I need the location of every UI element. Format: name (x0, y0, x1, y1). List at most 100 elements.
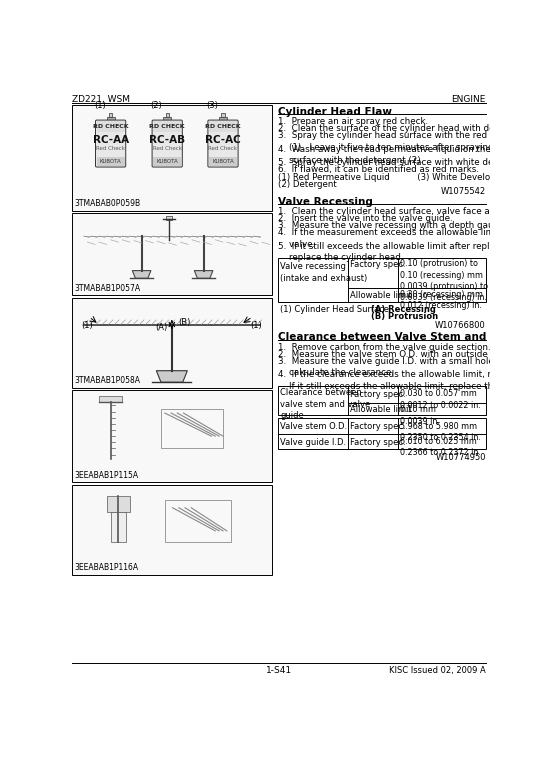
Polygon shape (156, 371, 187, 382)
Text: 0.30 (recessing) mm
0.012 (recessing) in.: 0.30 (recessing) mm 0.012 (recessing) in… (400, 290, 484, 310)
Bar (72, 298, 272, 388)
Text: Factory spec.: Factory spec. (350, 390, 406, 399)
Text: 1.  Remove carbon from the valve guide section.: 1. Remove carbon from the valve guide se… (278, 343, 491, 352)
Text: W10774950: W10774950 (435, 453, 486, 462)
Text: W10766800: W10766800 (435, 321, 486, 331)
Text: RC-AA: RC-AA (92, 135, 129, 144)
Bar (209, 122, 237, 132)
Bar (278, 258, 486, 302)
Text: RD CHECK: RD CHECK (93, 124, 128, 129)
Text: 2.  Measure the valve stem O.D. with an outside micrometer.: 2. Measure the valve stem O.D. with an o… (278, 350, 543, 359)
Bar (109, 112, 112, 117)
Text: W1075542: W1075542 (441, 188, 486, 196)
Bar (165, 500, 231, 543)
Bar (72, 485, 272, 575)
Text: 0.030 to 0.057 mm
0.0012 to 0.0022 in.: 0.030 to 0.057 mm 0.0012 to 0.0022 in. (400, 389, 481, 410)
Text: 3.  Measure the valve recessing with a depth gauge.: 3. Measure the valve recessing with a de… (278, 221, 507, 230)
Text: RC-AB: RC-AB (149, 135, 186, 144)
Text: (B) Protrusion: (B) Protrusion (371, 312, 438, 321)
Text: 3.  Measure the valve guide I.D. with a small hole gauge, and
    calculate the : 3. Measure the valve guide I.D. with a s… (278, 357, 544, 377)
Text: 3EEABAB1P116A: 3EEABAB1P116A (74, 563, 138, 572)
Text: Factory spec.: Factory spec. (350, 260, 406, 269)
Polygon shape (194, 271, 213, 278)
Text: RC-AC: RC-AC (205, 135, 241, 144)
Text: Clearance between Valve Stem and Valve Guide: Clearance between Valve Stem and Valve G… (278, 332, 544, 342)
Bar (161, 409, 223, 448)
Text: (B): (B) (178, 318, 190, 328)
Text: Cylinder Head Flaw: Cylinder Head Flaw (278, 106, 392, 116)
Text: 3TMABAB0P059B: 3TMABAB0P059B (74, 199, 140, 208)
Text: (1) Red Permeative Liquid          (3) White Developer: (1) Red Permeative Liquid (3) White Deve… (278, 173, 504, 182)
Text: 4.  If the clearance exceeds the allowable limit, replace the valves.
    If it : 4. If the clearance exceeds the allowabl… (278, 370, 544, 391)
Bar (72, 105, 272, 211)
Text: Clearance between
valve stem and valve
guide: Clearance between valve stem and valve g… (280, 388, 370, 420)
Text: 0.10 (protrusion) to
0.10 (recessing) mm
0.0039 (protrusion) to
0.0039 (recessin: 0.10 (protrusion) to 0.10 (recessing) mm… (400, 259, 489, 302)
Text: Red Check: Red Check (153, 146, 182, 150)
Text: KUBOTA: KUBOTA (100, 159, 121, 163)
Text: RD CHECK: RD CHECK (150, 124, 185, 129)
Text: 4.  If the measurement exceeds the allowable limit, replace the
    valve.: 4. If the measurement exceeds the allowa… (278, 228, 544, 249)
FancyBboxPatch shape (96, 120, 126, 167)
Text: (1): (1) (94, 101, 106, 110)
Bar (166, 216, 172, 220)
FancyBboxPatch shape (208, 120, 238, 167)
Text: (A) Recessing: (A) Recessing (371, 306, 436, 315)
Text: Valve recessing
(intake and exhaust): Valve recessing (intake and exhaust) (280, 262, 368, 283)
Text: (3): (3) (206, 101, 218, 110)
FancyBboxPatch shape (152, 120, 182, 167)
Text: Valve stem O.D.: Valve stem O.D. (280, 423, 348, 432)
Text: Red Check: Red Check (208, 146, 238, 150)
Text: 1-S41: 1-S41 (265, 667, 292, 676)
Text: (1): (1) (81, 321, 93, 330)
Bar (110, 511, 126, 543)
Polygon shape (132, 271, 151, 278)
Text: Factory spec.: Factory spec. (350, 423, 406, 432)
Text: 5.  If it still exceeds the allowable limit after replacing the valve,
    repla: 5. If it still exceeds the allowable lim… (278, 242, 544, 262)
Text: 6.010 to 6.025 mm
0.2366 to 0.2372 in.: 6.010 to 6.025 mm 0.2366 to 0.2372 in. (400, 437, 481, 458)
Bar (278, 386, 486, 416)
Bar (221, 112, 225, 117)
Text: 1.  Clean the cylinder head surface, valve face and valve seat.: 1. Clean the cylinder head surface, valv… (278, 207, 544, 217)
Text: (A): (A) (155, 323, 167, 332)
Text: 2.  Insert the valve into the valve guide.: 2. Insert the valve into the valve guide… (278, 214, 453, 223)
Bar (163, 117, 171, 122)
Text: 6.  If flawed, it can be identified as red marks.: 6. If flawed, it can be identified as re… (278, 165, 479, 174)
Text: 2.  Clean the surface of the cylinder head with detergent (2).: 2. Clean the surface of the cylinder hea… (278, 125, 544, 133)
Text: 3TMABAB1P057A: 3TMABAB1P057A (74, 284, 140, 293)
Text: (2) Detergent: (2) Detergent (278, 180, 337, 188)
Text: 3.  Spray the cylinder head surface with the red permeative liquid
    (1).  Lea: 3. Spray the cylinder head surface with … (278, 131, 544, 152)
Text: RD CHECK: RD CHECK (205, 124, 241, 129)
Bar (278, 419, 486, 449)
Bar (97, 157, 125, 166)
Text: ZD221, WSM: ZD221, WSM (72, 95, 130, 104)
Text: 5.  Spray the cylinder head surface with white developer (3).: 5. Spray the cylinder head surface with … (278, 158, 544, 167)
Text: 3EEABAB1P115A: 3EEABAB1P115A (74, 471, 138, 480)
Text: Valve Recessing: Valve Recessing (278, 197, 373, 207)
Text: KUBOTA: KUBOTA (212, 159, 234, 163)
Text: (1): (1) (250, 321, 262, 330)
Text: Factory spec.: Factory spec. (350, 438, 406, 447)
Bar (219, 117, 227, 122)
Text: Allowable limit: Allowable limit (350, 405, 412, 414)
Text: 3TMABAB1P058A: 3TMABAB1P058A (74, 376, 140, 385)
Text: Valve guide I.D.: Valve guide I.D. (280, 438, 347, 447)
Bar (107, 496, 130, 511)
Bar (153, 157, 181, 166)
Text: 5.968 to 5.980 mm
0.2350 to 0.2354 in.: 5.968 to 5.980 mm 0.2350 to 0.2354 in. (400, 422, 481, 442)
Bar (209, 157, 237, 166)
Text: Allowable limit: Allowable limit (350, 290, 412, 299)
Bar (107, 117, 114, 122)
Bar (72, 213, 272, 295)
Bar (99, 396, 122, 402)
Text: Red Check: Red Check (96, 146, 125, 150)
Text: (2): (2) (151, 101, 162, 110)
Text: KISC Issued 02, 2009 A: KISC Issued 02, 2009 A (389, 667, 486, 676)
Bar (166, 112, 169, 117)
Text: 4.  Wash away the read permeative liquid on the cylinder head
    surface with t: 4. Wash away the read permeative liquid … (278, 144, 544, 165)
Bar (153, 122, 181, 132)
Bar (97, 122, 125, 132)
Text: ENGINE: ENGINE (452, 95, 486, 104)
Text: 0.10 mm
0.0039 in.: 0.10 mm 0.0039 in. (400, 405, 440, 426)
Text: KUBOTA: KUBOTA (156, 159, 178, 163)
Text: 1.  Prepare an air spray red check.: 1. Prepare an air spray red check. (278, 117, 428, 126)
